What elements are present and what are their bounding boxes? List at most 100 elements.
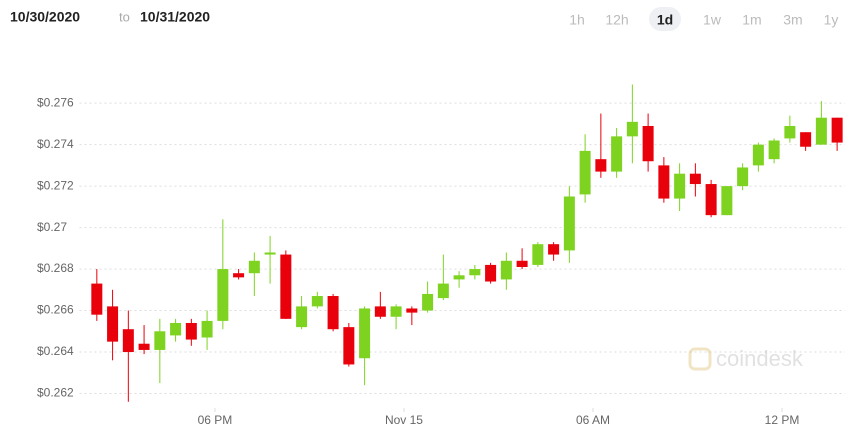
range-button[interactable]: 1h <box>569 12 585 28</box>
candle <box>437 254 449 301</box>
candle-body <box>437 283 449 299</box>
candle-body <box>311 296 323 307</box>
range-button[interactable]: 1y <box>824 12 839 28</box>
candle <box>406 306 418 326</box>
candle <box>453 271 465 288</box>
candle-body <box>611 136 623 172</box>
candle-body <box>500 260 512 280</box>
candle <box>264 235 276 284</box>
candle <box>280 250 292 319</box>
candle-body <box>658 165 670 199</box>
candle <box>233 269 245 280</box>
candle-body <box>784 125 796 139</box>
candle-body <box>170 322 182 336</box>
candle-body <box>626 121 638 137</box>
watermark-icon <box>688 347 712 371</box>
candle <box>170 318 182 342</box>
candle-body <box>296 306 308 328</box>
y-tick-label: $0.272 <box>37 178 74 192</box>
candle-body <box>532 244 544 265</box>
candle-body <box>217 269 229 321</box>
candle <box>296 296 308 330</box>
candle-body <box>548 244 560 255</box>
candle-body <box>705 184 717 216</box>
candle <box>800 132 812 151</box>
candle-body <box>737 167 749 187</box>
candle-body <box>422 293 434 311</box>
candle <box>611 128 623 178</box>
candle-body <box>579 150 591 195</box>
candle-body <box>831 117 843 143</box>
candle-body <box>154 331 166 350</box>
candle <box>689 163 701 197</box>
candle <box>138 325 150 355</box>
watermark: coindesk <box>688 346 804 371</box>
candle-body <box>233 273 245 278</box>
candle <box>563 186 575 263</box>
candle <box>815 101 827 145</box>
candle <box>768 138 780 164</box>
range-selected-bg <box>649 7 681 31</box>
candle <box>658 157 670 203</box>
candle-body <box>815 117 827 145</box>
candle <box>248 252 260 297</box>
candle <box>532 242 544 267</box>
candle <box>122 310 134 402</box>
candle-body <box>689 173 701 185</box>
candle-body <box>122 329 134 353</box>
x-tick-label: 06 AM <box>576 413 610 427</box>
candle-body <box>248 260 260 274</box>
range-button[interactable]: 12h <box>605 12 628 28</box>
candle-body <box>374 306 386 317</box>
candle-body <box>800 132 812 147</box>
candle-body <box>674 173 686 199</box>
candle-body <box>327 296 339 330</box>
date-from[interactable]: 10/30/2020 <box>10 9 80 25</box>
candle-body <box>201 320 213 338</box>
watermark-text: coindesk <box>716 346 804 371</box>
candle <box>327 293 339 332</box>
candle <box>91 269 103 321</box>
candle <box>311 291 323 309</box>
candle <box>185 318 197 346</box>
candle <box>784 115 796 143</box>
candle <box>359 306 371 386</box>
candle <box>674 163 686 212</box>
range-button[interactable]: 3m <box>783 12 802 28</box>
y-tick-label: $0.262 <box>37 386 74 400</box>
y-tick-label: $0.27 <box>37 220 67 234</box>
candle-body <box>485 264 497 282</box>
range-button[interactable]: 1m <box>742 12 761 28</box>
y-tick-label: $0.268 <box>37 261 74 275</box>
candle-body <box>469 269 481 276</box>
candle-body <box>752 144 764 166</box>
candle-body <box>185 322 197 340</box>
date-to[interactable]: 10/31/2020 <box>140 9 210 25</box>
candle <box>642 113 654 172</box>
candle <box>422 281 434 313</box>
x-tick-label: 06 PM <box>198 413 233 427</box>
candle <box>107 289 119 361</box>
candle <box>721 186 733 216</box>
candle <box>374 291 386 319</box>
candle-body <box>406 308 418 313</box>
candle-body <box>280 254 292 319</box>
candle-body <box>343 327 355 365</box>
candle <box>579 134 591 203</box>
candle <box>548 242 560 261</box>
candle-body <box>642 125 654 162</box>
candle-body <box>563 196 575 251</box>
candle-body <box>453 275 465 280</box>
candle-body <box>721 186 733 216</box>
y-tick-label: $0.266 <box>37 303 74 317</box>
candle <box>469 264 481 280</box>
candle <box>485 262 497 284</box>
candle <box>343 322 355 367</box>
range-button[interactable]: 1d <box>657 12 673 28</box>
x-tick-label: Nov 15 <box>385 413 423 427</box>
candle <box>595 113 607 178</box>
candle <box>752 142 764 172</box>
y-tick-label: $0.276 <box>37 95 74 109</box>
range-button[interactable]: 1w <box>703 12 722 28</box>
candle-body <box>359 308 371 359</box>
